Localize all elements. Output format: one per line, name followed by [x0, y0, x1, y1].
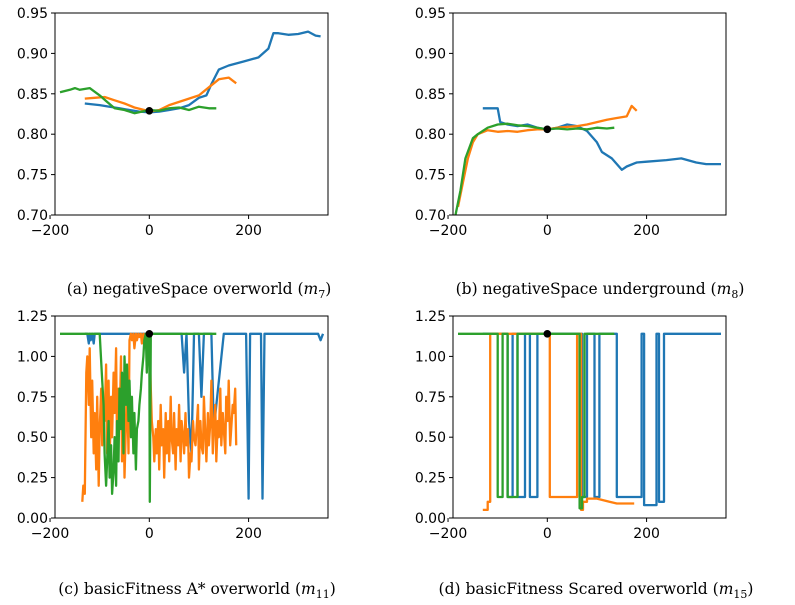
chart-svg-b: −200 0 200 0.70 0.75 0.80 0.85 0.90 0.95 — [415, 6, 727, 239]
chart-svg-d: −200 0 200 0.00 0.25 0.50 0.75 1.00 1.25 — [415, 309, 727, 542]
series-line-1 — [84, 30, 321, 114]
subplot-a: −200 0 200 0.70 0.75 0.80 0.85 0.90 0.95 — [0, 0, 397, 302]
chart-svg-a: −200 0 200 0.70 0.75 0.80 0.85 0.90 0.95 — [17, 6, 329, 239]
x-tick-label: −200 — [31, 223, 69, 239]
y-tick-label: 0.75 — [17, 168, 48, 184]
y-tick-label: 1.00 — [415, 349, 446, 365]
x-tick-label: 200 — [235, 526, 262, 542]
y-tick-label: 0.80 — [17, 127, 48, 143]
caption-d-metric: m — [718, 580, 734, 598]
caption-d: (d) basicFitness Scared overworld (m15) — [438, 580, 754, 602]
x-tick-label: 0 — [543, 223, 552, 239]
x-tick-label: 200 — [633, 223, 660, 239]
caption-a-sub: 7 — [318, 288, 326, 302]
series-line-3 — [59, 86, 217, 115]
plot-area — [458, 329, 721, 512]
y-tick-label: 0.90 — [17, 46, 48, 62]
origin-point — [543, 125, 552, 134]
origin-point — [145, 106, 154, 115]
y-tick-label: 0.75 — [415, 390, 446, 406]
plot-area — [454, 104, 721, 215]
series-line-1 — [482, 107, 721, 171]
caption-d-sub: 15 — [733, 588, 748, 602]
y-tick-label: 0.80 — [415, 127, 446, 143]
x-tick-label: 200 — [633, 526, 660, 542]
y-tick-label: 1.00 — [17, 349, 48, 365]
caption-c-label: (c) — [58, 580, 79, 598]
chart-svg-c: −200 0 200 0.00 0.25 0.50 0.75 1.00 1.25 — [17, 309, 329, 542]
y-tick-label: 0.75 — [17, 390, 48, 406]
y-tick-label: 0.95 — [17, 6, 48, 22]
y-tick-label: 0.85 — [415, 87, 446, 103]
x-tick-label: 0 — [543, 526, 552, 542]
caption-c-metric: m — [301, 580, 316, 598]
y-tick-label: 0.00 — [17, 511, 48, 527]
y-tick-label: 0.70 — [415, 208, 446, 224]
origin-point — [543, 329, 552, 338]
y-tick-label: 0.85 — [17, 87, 48, 103]
series-line-3 — [458, 332, 615, 510]
y-tick-label: 0.25 — [415, 471, 446, 487]
caption-a-metric: m — [303, 280, 319, 298]
y-tick-label: 0.50 — [17, 430, 48, 446]
axes-frame — [452, 12, 727, 216]
y-tick-label: 0.50 — [415, 430, 446, 446]
caption-b-sub: 8 — [731, 288, 739, 302]
x-tick-label: 0 — [145, 223, 154, 239]
axes-frame — [452, 315, 727, 519]
series-line-2 — [482, 332, 635, 512]
y-tick-label: 0.00 — [415, 511, 446, 527]
caption-b-label: (b) — [455, 280, 478, 298]
caption-c-text: basicFitness A* overworld — [83, 580, 291, 598]
caption-c-sub: 11 — [315, 588, 330, 602]
y-tick-label: 0.75 — [415, 168, 446, 184]
x-tick-label: −200 — [31, 526, 69, 542]
series-line-3 — [454, 122, 615, 215]
x-tick-label: 200 — [235, 223, 262, 239]
caption-d-text: basicFitness Scared overworld — [465, 580, 708, 598]
plot-area — [59, 30, 321, 115]
caption-a-text: negativeSpace overworld — [92, 280, 293, 298]
subplot-b: −200 0 200 0.70 0.75 0.80 0.85 0.90 0.95 — [398, 0, 795, 302]
y-tick-label: 1.25 — [17, 309, 48, 325]
y-tick-label: 0.90 — [415, 46, 446, 62]
caption-c: (c) basicFitness A* overworld (m11) — [58, 580, 336, 602]
series-line-2 — [81, 332, 238, 502]
caption-a-label: (a) — [66, 280, 89, 298]
subplot-c: −200 0 200 0.00 0.25 0.50 0.75 1.00 1.25 — [0, 303, 397, 605]
x-tick-label: −200 — [429, 223, 467, 239]
caption-b-metric: m — [716, 280, 732, 298]
y-tick-label: 0.95 — [415, 6, 446, 22]
x-tick-label: 0 — [145, 526, 154, 542]
origin-point — [145, 329, 154, 338]
caption-d-label: (d) — [438, 580, 461, 598]
x-tick-label: −200 — [429, 526, 467, 542]
y-tick-label: 0.25 — [17, 471, 48, 487]
caption-b-text: negativeSpace underground — [482, 280, 706, 298]
y-tick-label: 0.70 — [17, 208, 48, 224]
axes-frame — [54, 315, 329, 519]
caption-a: (a) negativeSpace overworld (m7) — [66, 280, 332, 302]
subplot-d: −200 0 200 0.00 0.25 0.50 0.75 1.00 1.25 — [398, 303, 795, 605]
axes-frame — [54, 12, 329, 216]
plot-area — [60, 329, 325, 503]
y-tick-label: 1.25 — [415, 309, 446, 325]
caption-b: (b) negativeSpace underground (m8) — [455, 280, 745, 302]
